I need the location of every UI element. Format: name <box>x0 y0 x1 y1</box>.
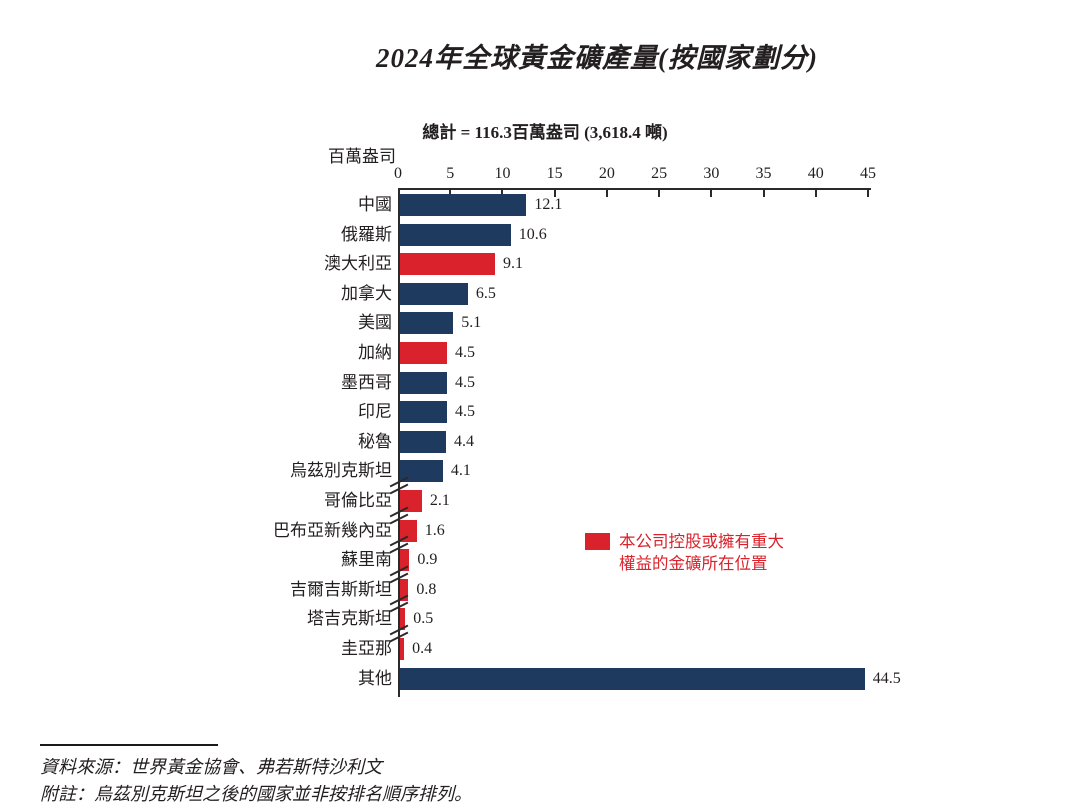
bar-加納 <box>400 342 447 364</box>
x-tick-label: 25 <box>651 165 668 182</box>
category-label: 加納 <box>358 343 392 362</box>
x-tick-label: 35 <box>755 165 772 182</box>
x-tick-label: 40 <box>807 165 824 182</box>
bar-俄羅斯 <box>400 223 511 246</box>
bar-塔吉克斯坦 <box>400 608 406 631</box>
category-label: 巴布亞新幾內亞 <box>273 520 392 540</box>
x-tick-mark <box>710 190 713 197</box>
x-axis-line <box>398 188 871 190</box>
bar-烏茲別克斯坦 <box>400 460 443 483</box>
axis-break-mark <box>389 535 409 554</box>
x-tick-mark <box>658 190 661 197</box>
axis-unit-label: 百萬盎司 <box>328 147 396 166</box>
bar-value-label: 44.5 <box>872 669 901 687</box>
bar-value-label: 0.5 <box>413 610 434 628</box>
category-label: 中國 <box>358 195 392 214</box>
category-label: 墨西哥 <box>341 372 392 392</box>
bar-value-label: 0.8 <box>416 580 437 598</box>
x-tick-mark <box>449 190 452 197</box>
x-tick-mark <box>867 190 869 197</box>
axis-break-mark <box>389 476 409 495</box>
category-label: 哥倫比亞 <box>324 491 392 510</box>
axis-break-mark <box>389 624 409 643</box>
bar-value-label: 0.4 <box>412 640 433 657</box>
x-tick-label: 20 <box>598 165 615 182</box>
bar-value-label: 12.1 <box>534 196 563 213</box>
bar-澳大利亞 <box>400 253 496 276</box>
category-label: 秘魯 <box>358 431 392 451</box>
source-note: 資料來源：世界黃金協會、弗若斯特沙利文 <box>40 757 382 777</box>
chart-subtitle: 總計 = 116.3百萬盎司 (3,618.4 噸) <box>422 123 668 142</box>
bar-value-label: 4.4 <box>453 432 474 450</box>
bar-圭亞那 <box>400 638 405 660</box>
annotation-note: 附註：烏茲別克斯坦之後的國家並非按排名順序排列。 <box>40 784 472 804</box>
legend-label-line2: 權益的金礦所在位置 <box>619 554 768 573</box>
category-label: 其他 <box>358 668 392 688</box>
footnote-divider <box>40 744 218 746</box>
category-label: 吉爾吉斯斯坦 <box>290 579 392 599</box>
bar-value-label: 4.5 <box>455 344 475 361</box>
bar-加拿大 <box>400 282 468 305</box>
category-label: 澳大利亞 <box>324 254 392 274</box>
bar-value-label: 1.6 <box>424 521 445 539</box>
category-label: 烏茲別克斯坦 <box>290 461 392 481</box>
x-tick-label: 0 <box>394 165 402 182</box>
x-tick-label: 10 <box>494 165 511 182</box>
category-label: 印尼 <box>358 402 392 422</box>
category-label: 美國 <box>358 313 392 333</box>
axis-break-mark <box>389 565 409 584</box>
x-tick-label: 5 <box>446 165 455 182</box>
chart-title: 2024年全球黃金礦產量(按國家劃分) <box>376 43 818 73</box>
legend-swatch <box>585 533 610 550</box>
bar-value-label: 4.1 <box>450 462 471 480</box>
axis-break-mark <box>389 594 409 613</box>
x-tick-label: 30 <box>703 165 720 182</box>
bar-value-label: 4.5 <box>455 373 475 391</box>
x-tick-label: 45 <box>860 165 876 182</box>
bar-美國 <box>400 312 454 335</box>
bar-其他 <box>400 667 865 690</box>
bar-value-label: 10.6 <box>518 225 547 243</box>
bar-中國 <box>400 194 527 216</box>
bar-value-label: 6.5 <box>475 284 496 302</box>
bar-value-label: 2.1 <box>429 492 450 509</box>
bar-value-label: 9.1 <box>503 255 524 273</box>
bar-印尼 <box>400 401 447 424</box>
legend-label-line1: 本公司控股或擁有重大 <box>619 532 784 551</box>
x-tick-mark <box>814 190 817 197</box>
legend: 本公司控股或擁有重大 權益的金礦所在位置 <box>585 531 784 575</box>
bar-value-label: 5.1 <box>461 314 482 332</box>
bar-蘇里南 <box>400 549 410 572</box>
category-label: 塔吉克斯坦 <box>307 609 392 629</box>
bar-墨西哥 <box>400 371 447 394</box>
category-label: 蘇里南 <box>341 550 392 570</box>
category-label: 加拿大 <box>341 283 392 303</box>
x-tick-label: 15 <box>546 165 563 182</box>
bar-秘魯 <box>400 430 446 453</box>
bar-吉爾吉斯斯坦 <box>400 578 409 601</box>
category-label: 俄羅斯 <box>341 224 392 244</box>
x-tick-mark <box>501 190 504 197</box>
legend-label: 本公司控股或擁有重大 權益的金礦所在位置 <box>619 531 784 575</box>
bar-value-label: 4.5 <box>455 403 475 421</box>
axis-break-mark <box>389 506 409 525</box>
x-tick-mark <box>762 190 765 197</box>
category-label: 圭亞那 <box>341 639 392 658</box>
x-tick-mark <box>605 190 608 197</box>
x-tick-mark <box>553 190 556 197</box>
bar-value-label: 0.9 <box>417 551 438 569</box>
y-axis-line <box>398 188 400 697</box>
